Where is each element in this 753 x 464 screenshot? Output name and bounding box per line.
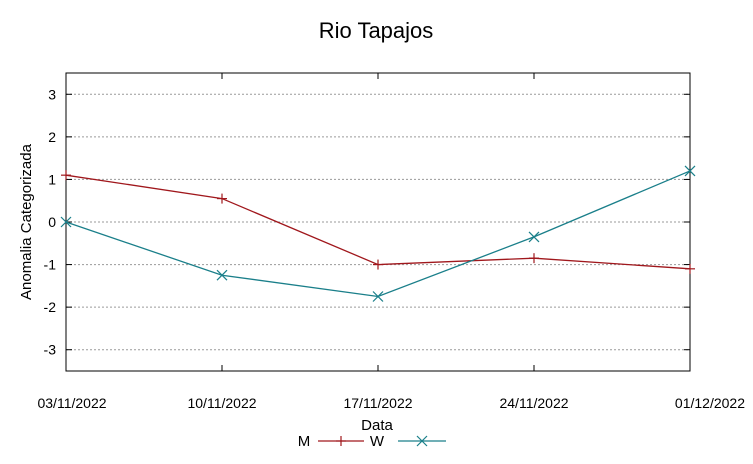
y-tick-label: 3	[48, 86, 56, 102]
y-tick-label: 0	[48, 214, 56, 230]
data-point-W	[528, 231, 540, 243]
x-axis-label: Data	[361, 417, 393, 434]
x-tick-label: 03/11/2022	[37, 395, 106, 411]
y-tick-label: 1	[48, 171, 56, 187]
y-axis-ticks: 3 2 1 0 -1 -2 -3	[44, 86, 690, 358]
x-tick-label: 24/11/2022	[499, 395, 568, 411]
data-point-W	[60, 216, 72, 228]
data-point-W	[372, 291, 384, 302]
series-W	[60, 165, 696, 302]
series-M	[61, 170, 695, 274]
chart-title: Rio Tapajos	[319, 18, 434, 43]
legend-label-M: M	[298, 433, 311, 450]
x-tick-label: 17/11/2022	[343, 395, 412, 411]
x-tick-label: 10/11/2022	[187, 395, 256, 411]
y-tick-label: -3	[44, 342, 57, 358]
series-layer	[60, 165, 696, 302]
y-tick-label: -1	[44, 257, 57, 273]
x-axis-ticks: 03/11/2022 10/11/2022 17/11/2022 24/11/2022…	[37, 73, 745, 411]
y-tick-label: -2	[44, 299, 57, 315]
y-tick-label: 2	[48, 129, 56, 145]
data-point-W	[684, 165, 696, 177]
y-axis-label: Anomalia Categorizada	[18, 143, 35, 300]
legend-label-W: W	[370, 433, 385, 450]
gridlines	[66, 93, 690, 351]
legend-marker-W	[416, 435, 428, 447]
x-tick-label: 01/12/2022	[675, 395, 745, 411]
data-point-W	[216, 269, 228, 281]
